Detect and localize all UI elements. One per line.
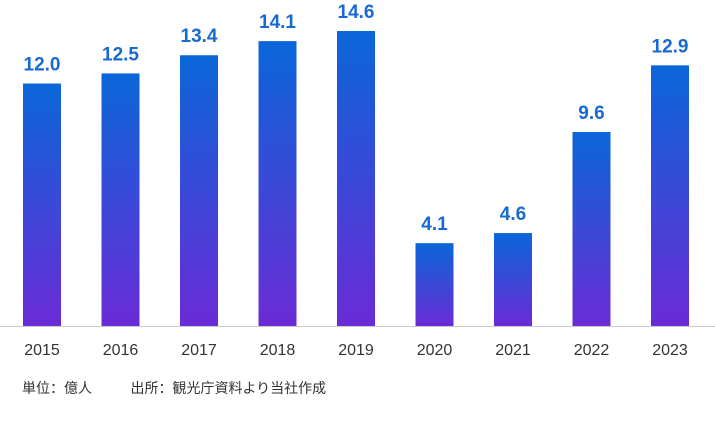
unit-note: 単位：億人: [22, 381, 92, 397]
x-tick-2016: 2016: [103, 342, 139, 359]
bar-2019: [337, 31, 375, 326]
bar-2023: [651, 65, 689, 327]
value-label-2023: 12.9: [652, 36, 689, 57]
chart-notes: 単位：億人 出所：観光庁資料より当社作成: [22, 378, 326, 398]
x-tick-2022: 2022: [574, 342, 610, 359]
bar-2015: [23, 83, 61, 327]
bar-2022: [572, 132, 611, 326]
x-tick-2020: 2020: [417, 342, 453, 359]
value-label-2021: 4.6: [500, 204, 526, 225]
value-label-2018: 14.1: [259, 12, 296, 33]
bar-2020: [415, 243, 454, 326]
value-label-2022: 9.6: [578, 103, 604, 124]
value-label-2019: 14.6: [338, 2, 375, 23]
value-label-2020: 4.1: [421, 214, 448, 235]
bar-2018: [258, 41, 297, 326]
value-label-2015: 12.0: [24, 55, 61, 76]
value-label-2017: 13.4: [181, 26, 218, 47]
x-tick-2023: 2023: [652, 342, 688, 359]
value-label-2016: 12.5: [102, 44, 139, 65]
source-note: 出所：観光庁資料より当社作成: [130, 381, 327, 397]
x-tick-2021: 2021: [495, 342, 531, 359]
bar-2016: [101, 73, 140, 326]
x-tick-2019: 2019: [338, 342, 374, 359]
x-tick-2017: 2017: [181, 342, 217, 359]
x-tick-2015: 2015: [24, 342, 60, 359]
x-tick-2018: 2018: [260, 342, 296, 359]
bar-2017: [180, 55, 218, 326]
bar-2021: [494, 233, 532, 326]
